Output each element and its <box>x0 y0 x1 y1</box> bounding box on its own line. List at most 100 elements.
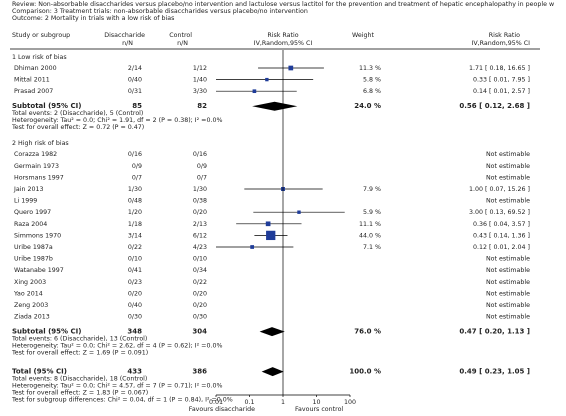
study-name: Zeng 2003 <box>14 302 48 309</box>
treat-count: 433 <box>127 368 142 376</box>
treat-count: 0/40 <box>128 77 142 84</box>
study-name: Yao 2014 <box>13 290 43 297</box>
study-name: Jain 2013 <box>13 186 43 193</box>
effect: 0.14 [ 0.01, 2.57 ] <box>473 88 530 95</box>
note: Test for overall effect: Z = 0.72 (P = 0… <box>11 124 144 131</box>
treat-count: 0/41 <box>128 267 142 274</box>
effect: Not estimable <box>486 302 530 309</box>
control-count: 2/13 <box>193 221 207 228</box>
note: Total events: 6 (Disaccharide), 13 (Cont… <box>11 336 147 343</box>
treat-count: 85 <box>132 102 142 110</box>
treat-count: 2/14 <box>128 65 142 72</box>
column-header: Risk Ratio <box>489 32 520 39</box>
weight: 7.9 % <box>363 186 381 193</box>
effect-square <box>297 210 301 214</box>
study-name: Ziada 2013 <box>14 314 50 321</box>
column-header: IV,Random,95% CI <box>254 40 313 47</box>
weight: 5.8 % <box>363 77 381 84</box>
column-header: n/N <box>122 40 133 47</box>
note: Heterogeneity: Tau² = 0.0; Chi² = 2.62, … <box>12 343 222 350</box>
treat-count: 3/14 <box>128 232 142 239</box>
treat-count: 0/23 <box>128 279 142 286</box>
note: Heterogeneity: Tau² = 0.0; Chi² = 1.91, … <box>12 117 222 124</box>
study-name: Li 1999 <box>14 198 37 205</box>
group-title: 1 Low risk of bias <box>12 54 67 61</box>
treat-count: 0/30 <box>128 314 142 321</box>
column-header: Disaccharide <box>104 32 145 39</box>
weight: 7.1 % <box>363 244 381 251</box>
column-header: Risk Ratio <box>267 32 298 39</box>
weight: 11.1 % <box>359 221 381 228</box>
control-count: 0/16 <box>193 151 207 158</box>
control-count: 1/12 <box>193 65 207 72</box>
study-name: Subtotal (95% CI) <box>12 328 81 336</box>
comparison: Comparison: 3 Treatment trials: non-abso… <box>12 8 308 15</box>
treat-count: 0/7 <box>132 174 142 181</box>
effect-square <box>252 89 257 94</box>
effect: 0.33 [ 0.01, 7.95 ] <box>473 77 530 84</box>
control-count: 3/30 <box>193 88 207 95</box>
x-tick-label: 0.1 <box>244 399 254 406</box>
treat-count: 0/20 <box>128 290 142 297</box>
note: Total events: 2 (Disaccharide), 5 (Contr… <box>11 110 143 117</box>
effect: 0.36 [ 0.04, 3.57 ] <box>473 221 530 228</box>
effect: Not estimable <box>486 314 530 321</box>
effect: 0.56 [ 0.12, 2.68 ] <box>459 102 530 110</box>
effect: 1.00 [ 0.07, 15.26 ] <box>469 186 530 193</box>
weight: 100.0 % <box>349 368 381 376</box>
note: Total events: 8 (Disaccharide), 18 (Cont… <box>11 376 147 383</box>
treat-count: 348 <box>127 328 142 336</box>
effect: Not estimable <box>486 174 530 181</box>
treat-count: 0/10 <box>128 256 142 263</box>
weight: 6.8 % <box>363 88 381 95</box>
treat-count: 0/9 <box>132 163 142 170</box>
control-count: 0/7 <box>197 174 207 181</box>
control-count: 386 <box>192 368 207 376</box>
control-count: 6/12 <box>193 232 207 239</box>
study-name: Simmons 1970 <box>14 232 61 239</box>
effect-square <box>265 77 269 82</box>
control-count: 4/23 <box>193 244 207 251</box>
study-name: Corazza 1982 <box>14 151 57 158</box>
study-name: Subtotal (95% CI) <box>12 102 81 110</box>
treat-count: 0/48 <box>128 198 142 205</box>
study-name: Dhiman 2000 <box>14 65 57 72</box>
note: Test for subgroup differences: Chi² = 0.… <box>11 397 233 404</box>
study-name: Xing 2003 <box>14 279 46 286</box>
control-count: 0/20 <box>193 302 207 309</box>
effect-square <box>288 65 294 71</box>
weight: 44.0 % <box>359 232 381 239</box>
control-count: 0/20 <box>193 290 207 297</box>
weight: 5.9 % <box>363 209 381 216</box>
effect: Not estimable <box>486 290 530 297</box>
study-name: Germain 1973 <box>14 163 59 170</box>
note: Heterogeneity: Tau² = 0.0; Chi² = 4.57, … <box>12 383 222 390</box>
summary-diamond <box>261 367 284 377</box>
control-count: 0/22 <box>193 279 207 286</box>
summary-diamond <box>259 327 285 337</box>
control-count: 304 <box>192 328 207 336</box>
control-count: 0/34 <box>193 267 207 274</box>
effect: 0.12 [ 0.01, 2.04 ] <box>473 244 530 251</box>
effect-square <box>266 230 276 241</box>
x-tick-label: 10 <box>312 399 320 406</box>
note: Test for overall effect: Z = 1.69 (P = 0… <box>11 350 148 357</box>
treat-count: 1/20 <box>128 209 142 216</box>
column-header: Study or subgroup <box>12 32 70 39</box>
study-name: Total (95% CI) <box>12 368 67 376</box>
effect: Not estimable <box>486 163 530 170</box>
effect: 1.71 [ 0.18, 16.65 ] <box>469 65 530 72</box>
control-count: 0/38 <box>193 198 207 205</box>
study-name: Mittal 2011 <box>14 77 50 84</box>
treat-count: 1/18 <box>128 221 142 228</box>
x-tick-label: 100 <box>344 399 356 406</box>
group-title: 2 High risk of bias <box>12 140 69 147</box>
effect-square <box>250 245 255 249</box>
treat-count: 0/22 <box>128 244 142 251</box>
effect: Not estimable <box>486 151 530 158</box>
favours-left: Favours disaccharide <box>189 406 255 413</box>
treat-count: 0/16 <box>128 151 142 158</box>
study-name: Horsmans 1997 <box>14 174 64 181</box>
weight: 76.0 % <box>354 328 381 336</box>
